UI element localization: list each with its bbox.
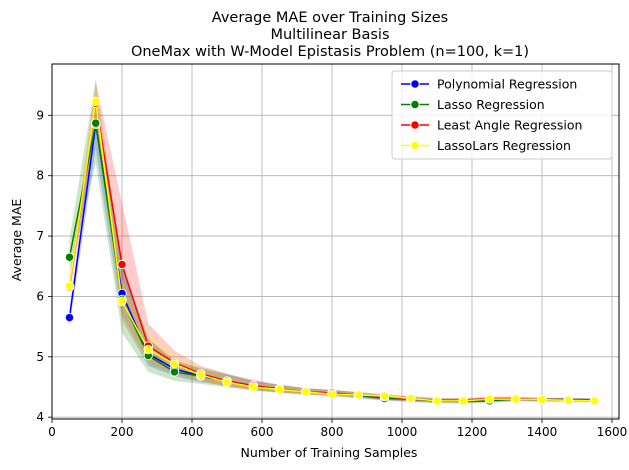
data-point	[143, 344, 153, 355]
x-tick-label: 200	[111, 425, 134, 439]
y-tick-label: 4	[36, 410, 44, 424]
y-tick-label: 5	[36, 350, 44, 364]
data-point	[432, 396, 442, 406]
legend-marker-2	[410, 120, 420, 130]
data-point	[589, 396, 600, 406]
chart-title-line-1: Average MAE over Training Sizes	[212, 10, 448, 26]
data-point	[327, 389, 337, 399]
data-point	[274, 384, 285, 395]
x-tick-label: 1400	[527, 425, 558, 439]
y-tick-label: 8	[36, 169, 44, 183]
data-point	[353, 390, 363, 400]
legend-marker-3	[410, 140, 420, 151]
data-point	[563, 395, 573, 405]
data-point	[91, 96, 101, 107]
data-point	[64, 312, 75, 323]
x-tick-label: 1200	[457, 425, 488, 439]
legend-marker-1	[410, 99, 420, 110]
x-tick-label: 0	[48, 425, 56, 439]
data-point	[169, 359, 180, 369]
data-point	[537, 395, 547, 405]
x-tick-label: 400	[181, 425, 204, 439]
chart-title-line-2: Multilinear Basis	[270, 27, 389, 43]
data-point	[169, 367, 180, 377]
data-point	[64, 281, 75, 291]
data-point	[301, 387, 311, 397]
legend-label-3: LassoLars Regression	[437, 138, 571, 153]
legend-box	[391, 70, 613, 160]
data-point	[458, 396, 468, 406]
legend-marker-0	[410, 79, 420, 89]
y-tick-label: 6	[36, 289, 44, 303]
data-point	[196, 370, 206, 380]
y-axis-label: Average MAE	[9, 199, 24, 282]
data-point	[379, 391, 390, 401]
data-point	[406, 393, 416, 404]
y-tick-label: 7	[36, 229, 44, 243]
legend: Polynomial Regression Lasso Regression Lea…	[391, 70, 613, 160]
legend-label-1: Lasso Regression	[437, 97, 545, 112]
data-point	[484, 394, 495, 404]
data-point	[91, 118, 101, 128]
legend-label-2: Least Angle Regression	[437, 118, 582, 133]
data-point	[117, 259, 127, 270]
x-tick-label: 800	[321, 425, 344, 439]
data-point	[511, 394, 521, 404]
data-points	[64, 96, 600, 407]
x-tick-label: 600	[251, 425, 274, 439]
x-axis-label: Number of Training Samples	[241, 445, 418, 460]
plot-frame	[51, 63, 620, 420]
y-tick-label: 9	[36, 108, 44, 122]
data-point	[248, 382, 258, 392]
data-point	[64, 252, 75, 262]
x-axis-ticks: 0 200 400 600 800 1000 1200 1400 1600	[48, 419, 627, 439]
legend-label-0: Polynomial Regression	[437, 77, 577, 92]
x-tick-label: 1000	[387, 425, 418, 439]
chart-title-line-3: OneMax with W-Model Epistasis Problem (n…	[131, 44, 529, 60]
x-tick-label: 1600	[597, 425, 628, 439]
y-axis-ticks: 4 5 6 7 8 9	[36, 108, 52, 424]
data-point	[222, 377, 232, 387]
data-point	[117, 296, 127, 306]
